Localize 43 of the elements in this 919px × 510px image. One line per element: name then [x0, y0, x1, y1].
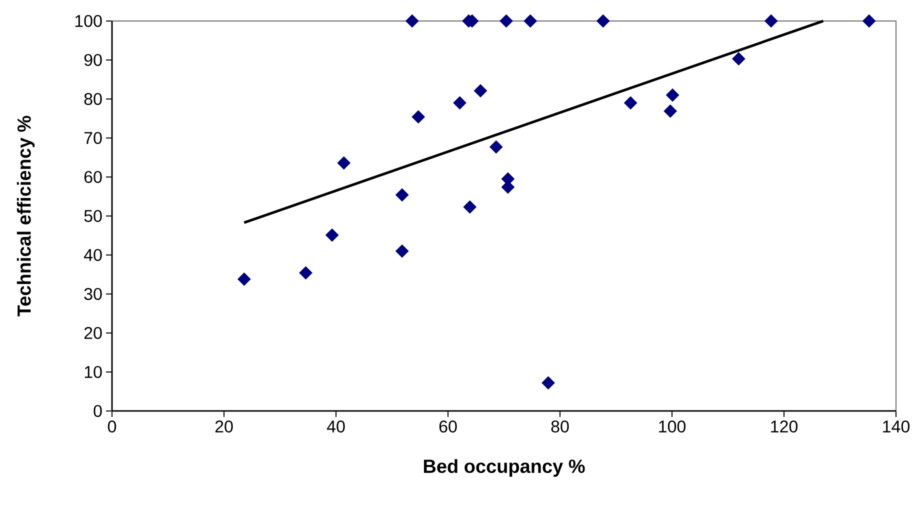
x-tick-label: 140 [883, 420, 910, 433]
x-tick-label: 80 [551, 420, 569, 433]
x-tick-label: 40 [326, 420, 345, 433]
y-axis-title: Technical efficiency % [16, 116, 35, 316]
point [395, 188, 409, 202]
point [542, 376, 555, 390]
point [453, 96, 466, 110]
point [463, 200, 477, 214]
point [325, 228, 339, 242]
y-tick-label: 80 [84, 92, 102, 106]
point [237, 272, 251, 286]
point [524, 14, 538, 28]
y-tick-label: 30 [84, 288, 102, 300]
point [299, 266, 312, 280]
point [489, 140, 503, 154]
point [664, 104, 678, 118]
point [412, 110, 426, 124]
y-tick-label: 10 [84, 366, 102, 378]
y-tick-label: 0 [94, 404, 102, 418]
y-tick-label: 20 [84, 326, 102, 340]
point [395, 244, 409, 258]
y-tick-label: 90 [84, 54, 102, 66]
point [732, 52, 746, 66]
y-tick-label: 40 [84, 248, 102, 262]
y-tick-label: 60 [84, 170, 102, 184]
x-tick-label: 100 [659, 420, 686, 433]
y-tick-label: 50 [84, 210, 102, 222]
y-tick-label: 70 [84, 132, 102, 144]
x-tick-label: 120 [771, 420, 798, 433]
x-tick-label: 0 [108, 420, 116, 433]
y-tick-label: 100 [75, 14, 102, 28]
point [862, 14, 876, 28]
x-tick-label: 20 [215, 420, 233, 433]
point [764, 14, 778, 28]
point [596, 14, 610, 28]
x-tick-label: 60 [439, 420, 457, 433]
point [337, 156, 351, 170]
x-axis-title: Bed occupancy % [424, 459, 585, 477]
point [666, 88, 680, 102]
point [624, 96, 638, 110]
point [405, 14, 419, 28]
point [474, 84, 488, 98]
point [500, 14, 513, 28]
